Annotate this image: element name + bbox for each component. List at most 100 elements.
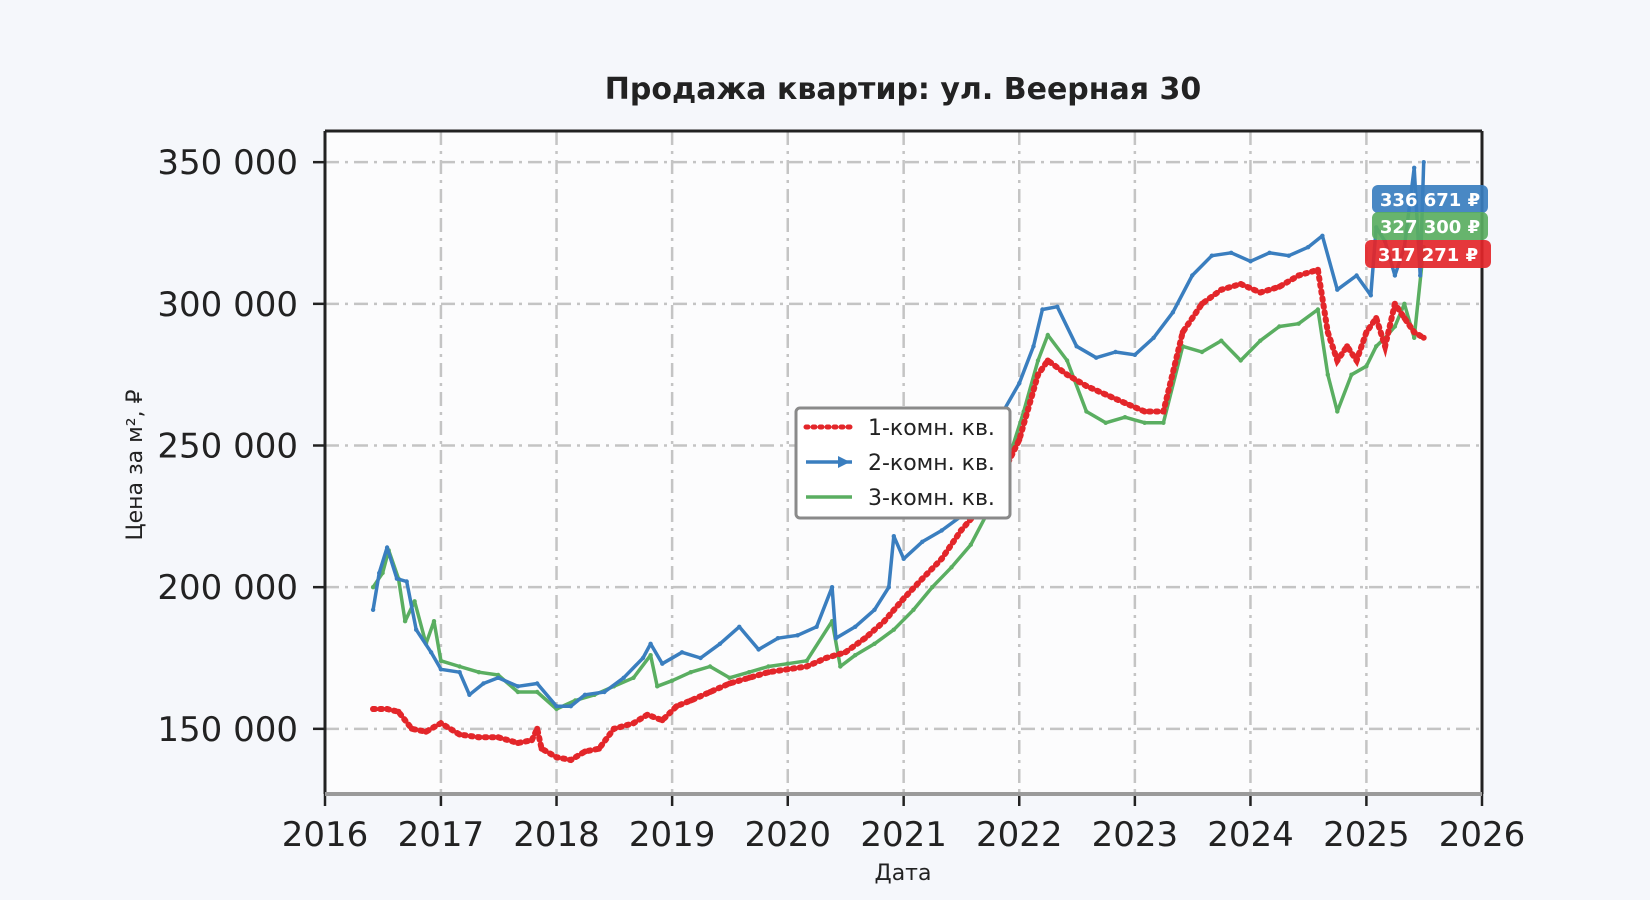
x-tick-label-2019: 2019 (629, 815, 716, 855)
x-tick-label-2018: 2018 (513, 815, 600, 855)
y-tick-label-350000: 350 000 (157, 143, 298, 183)
series-3-point-36 (949, 565, 954, 570)
series-2-point-10 (481, 681, 486, 686)
series-3-point-51 (1219, 338, 1224, 343)
series-3-point-10 (476, 670, 482, 675)
series-3-point-4 (402, 619, 408, 624)
series-2-point-50 (1151, 335, 1156, 340)
series-1-point-40 (1035, 371, 1041, 378)
series-3-point-12 (515, 689, 521, 695)
series-1-point-46 (1141, 408, 1148, 415)
series-2-point-69 (1421, 160, 1426, 165)
series-1-point-11 (534, 725, 541, 732)
series-1-point-6 (456, 731, 463, 738)
series-1-point-56 (1324, 329, 1331, 336)
series-2-point-57 (1286, 253, 1292, 258)
series-1-point-19 (644, 711, 651, 718)
series-3-point-63 (1392, 324, 1398, 329)
series-2-point-67 (1412, 165, 1417, 170)
series-2-point-4 (404, 579, 409, 584)
y-axis-title: Цена за м², ₽ (123, 389, 148, 540)
series-1-point-61 (1373, 315, 1380, 321)
series-1-point-54 (1295, 272, 1302, 279)
series-1-point-26 (765, 669, 772, 676)
x-tick-label-2025: 2025 (1323, 815, 1410, 855)
series-2-point-15 (568, 704, 573, 709)
series-3-point-1 (380, 570, 385, 576)
series-1-point-21 (673, 703, 680, 710)
series-1-point-48 (1179, 329, 1186, 336)
series-2-point-62 (1368, 293, 1374, 298)
series-1-point-52 (1257, 289, 1264, 296)
series-3-point-46 (1122, 415, 1128, 420)
series-1-point-16 (596, 745, 602, 752)
legend-label-2: 2-комн. кв. (868, 451, 995, 476)
series-2-point-44 (1040, 307, 1045, 312)
series-2 (370, 160, 1426, 709)
last-value-badge-2 (1372, 185, 1488, 213)
x-tick-label-2022: 2022 (976, 815, 1063, 855)
series-2-point-6 (428, 650, 434, 655)
series-3-point-28 (804, 658, 809, 663)
series-1-point-7 (475, 734, 482, 741)
series-3-point-52 (1238, 358, 1243, 363)
y-tick-label-250000: 250 000 (157, 427, 298, 467)
series-2-point-26 (756, 647, 761, 652)
series-1-point-60 (1363, 329, 1370, 336)
series-2-point-13 (535, 681, 540, 686)
series-1-point-14 (567, 757, 574, 763)
y-tick-label-150000: 150 000 (157, 710, 298, 750)
series-2-point-14 (554, 704, 559, 709)
series-1-point-27 (784, 666, 791, 673)
series-1-point-66 (1420, 334, 1427, 341)
series-2-point-29 (814, 624, 819, 629)
series-3-point-9 (457, 664, 462, 669)
series-1-point-17 (610, 725, 617, 732)
legend: 1-комн. кв. 2-комн. кв. 3-комн. кв. (794, 406, 1012, 520)
series-1-point-30 (842, 649, 849, 656)
series-1-point-55 (1314, 266, 1321, 273)
x-tick-label-2023: 2023 (1092, 815, 1179, 855)
series-3-point-18 (631, 675, 636, 680)
series-1-point-45 (1122, 400, 1128, 406)
series-1-point-33 (900, 595, 907, 602)
series-1-point-18 (630, 720, 637, 727)
series-3-point-47 (1142, 420, 1147, 425)
series-3-point-0 (370, 585, 376, 590)
series-2-point-9 (467, 692, 472, 697)
series-1-point-49 (1199, 300, 1205, 307)
series-1-point-50 (1218, 286, 1225, 293)
x-tick-label-2024: 2024 (1207, 815, 1294, 855)
series-1-point-53 (1276, 283, 1283, 290)
series-2-point-42 (1017, 381, 1022, 386)
series-3-point-65 (1412, 335, 1417, 340)
series-2-point-27 (775, 636, 781, 641)
last-value-badges: 336 671 ₽ 327 300 ₽ 317 271 ₽ (1365, 185, 1491, 268)
series-2-point-5 (414, 627, 419, 632)
series-2-point-21 (660, 661, 665, 666)
chart-title: Продажа квартир: ул. Веерная 30 (605, 72, 1201, 107)
series-3-point-22 (688, 670, 693, 675)
axes (313, 129, 1484, 806)
series-1-point-23 (707, 689, 714, 695)
series-1-point-64 (1401, 315, 1408, 321)
series-1-point-57 (1334, 357, 1341, 364)
series-1-point-34 (919, 575, 926, 582)
series-1-point-9 (514, 740, 521, 746)
series-1-point-39 (1016, 436, 1023, 443)
series-2-point-45 (1055, 304, 1060, 309)
series-3-point-37 (968, 542, 973, 547)
series-1-point-58 (1344, 343, 1351, 350)
series-2-point-34 (886, 585, 891, 590)
series-3-point-31 (853, 653, 858, 658)
series-1-point-22 (687, 697, 694, 704)
last-value-badge-1 (1365, 240, 1491, 268)
series-2-point-56 (1267, 250, 1272, 255)
series-2-point-55 (1248, 259, 1253, 264)
series-2-point-54 (1229, 250, 1234, 255)
series-1-point-25 (746, 674, 753, 681)
series-3-point-21 (669, 678, 675, 683)
series-2-point-65 (1392, 273, 1398, 278)
series-3-point-8 (438, 658, 444, 663)
